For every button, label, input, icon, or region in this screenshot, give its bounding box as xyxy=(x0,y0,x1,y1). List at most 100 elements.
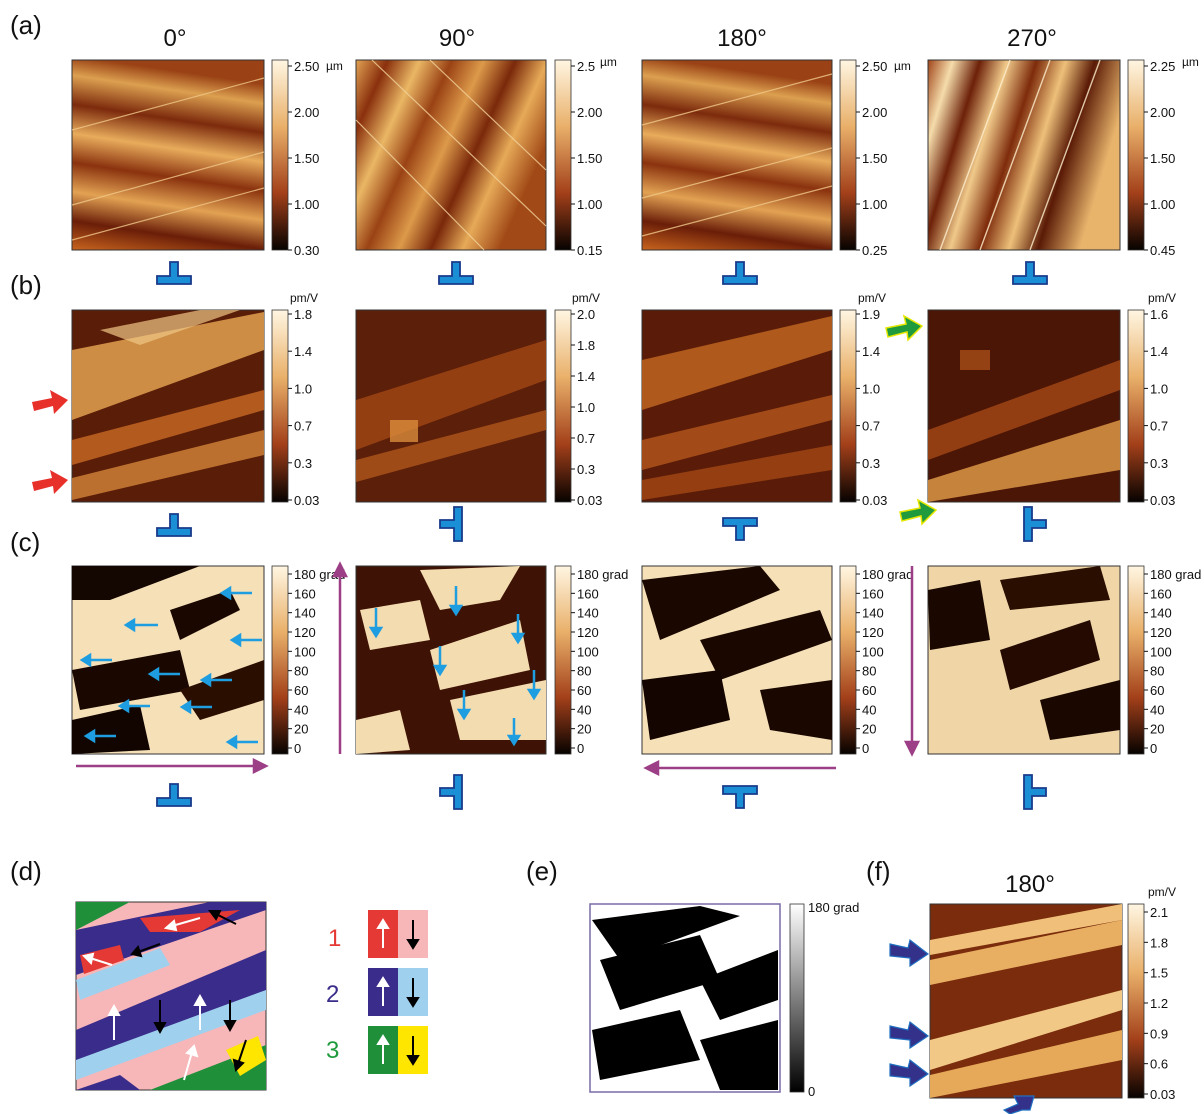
colorbar-a-90-unit: µm xyxy=(600,55,617,69)
f-angle-header: 180° xyxy=(1005,871,1055,898)
colorbar-b-1-tick-label: 0.03 xyxy=(577,493,602,508)
colorbar-a-0-tick-label: 2.50 xyxy=(294,59,319,74)
colorbar-a-2-tick-label: 0.25 xyxy=(862,243,887,258)
colorbar-a-180-unit: µm xyxy=(894,59,911,73)
purple-arrow-up xyxy=(331,561,349,754)
green-arrow-lower xyxy=(899,498,938,526)
colorbar-e-bottom: 0 xyxy=(808,1084,815,1099)
domain-map xyxy=(75,901,267,1091)
colorbar-f-tick-label: 1.5 xyxy=(1150,966,1168,981)
colorbar-a-180 xyxy=(839,59,857,251)
probe-icon-b-180 xyxy=(722,517,758,541)
colorbar-c-0-tick-label: 160 xyxy=(294,586,316,601)
colorbar-c-3-tick-label: 160 xyxy=(1150,586,1172,601)
colorbar-a-ticks: 2.50 2.00 1.50 1.00 0.30 2.5 2.00 1.50 1.00 0.15 2… xyxy=(288,59,1175,258)
amplitude-image-f xyxy=(929,903,1123,1099)
cyan-arrows-90 xyxy=(368,586,542,747)
colorbar-b-270 xyxy=(1127,309,1145,503)
colorbar-c-2-tick-label: 160 xyxy=(862,586,884,601)
colorbar-c-1-tick-label: 80 xyxy=(577,664,591,679)
colorbar-c-1-tick-label: 60 xyxy=(577,683,591,698)
colorbar-b-0-unit: pm/V xyxy=(290,291,318,305)
purple-arrow-down xyxy=(903,566,921,757)
colorbar-a-3-tick-label: 2.00 xyxy=(1150,105,1175,120)
colorbar-c-2-tick-label: 80 xyxy=(862,664,876,679)
colorbar-a-1-tick-label: 2.5 xyxy=(577,59,595,74)
domain-legend: 1 2 3 xyxy=(326,910,428,1074)
colorbar-a-1-tick-label: 0.15 xyxy=(577,243,602,258)
cyan-arrows-0 xyxy=(79,585,262,750)
colorbar-c-3-tick-label: 20 xyxy=(1150,722,1164,737)
colorbar-c-1-tick-label: 20 xyxy=(577,722,591,737)
phase-image-180 xyxy=(641,565,833,755)
colorbar-c-3-tick-label: 140 xyxy=(1150,606,1172,621)
probe-icon-b-0 xyxy=(156,513,192,537)
colorbar-c-1-tick-label: 40 xyxy=(577,702,591,717)
panel-label-a: (a) xyxy=(10,10,42,40)
colorbar-f-tick-label: 0.6 xyxy=(1150,1057,1168,1072)
colorbar-b-0-tick-label: 1.4 xyxy=(294,344,312,359)
colorbar-e-top: 180 grad xyxy=(808,900,859,915)
purple-arrow-left xyxy=(643,759,836,777)
green-arrow-upper xyxy=(885,314,924,342)
red-arrow-lower xyxy=(32,470,68,494)
colorbar-b-3-tick-label: 0.3 xyxy=(1150,456,1168,471)
amplitude-image-270 xyxy=(927,309,1121,503)
angle-header-180: 180° xyxy=(717,25,767,52)
navy-arrow-2 xyxy=(889,1020,930,1050)
probe-icon-b-90 xyxy=(439,506,463,542)
topography-image-180 xyxy=(641,59,833,251)
colorbar-b-0-tick-label: 0.3 xyxy=(294,456,312,471)
colorbar-c-1-tick-label: 120 xyxy=(577,625,599,640)
angle-header-270: 270° xyxy=(1007,25,1057,52)
colorbar-b-2-tick-label: 1.0 xyxy=(862,381,880,396)
colorbar-a-1-tick-label: 1.00 xyxy=(577,197,602,212)
colorbar-a-0-unit: µm xyxy=(326,59,343,73)
colorbar-f-tick-label: 0.9 xyxy=(1150,1026,1168,1041)
colorbar-b-90-unit: pm/V xyxy=(572,291,600,305)
topography-image-270 xyxy=(927,59,1121,251)
colorbar-c-2-tick-label: 60 xyxy=(862,683,876,698)
panel-label-e: (e) xyxy=(526,856,558,886)
colorbar-c-3-tick-label: 0 xyxy=(1150,741,1157,756)
colorbar-b-90 xyxy=(554,309,572,503)
legend-number-1: 1 xyxy=(328,925,341,952)
navy-arrow-3 xyxy=(889,1058,930,1088)
angle-header-0: 0° xyxy=(164,25,187,52)
probe-icon-a-90 xyxy=(438,261,474,285)
colorbar-c-1-tick-label: 100 xyxy=(577,644,599,659)
colorbar-c-2-tick-label: 180 grad xyxy=(862,567,913,582)
colorbar-b-3-tick-label: 0.03 xyxy=(1150,493,1175,508)
purple-arrow-right xyxy=(76,757,269,775)
colorbar-c-2-tick-label: 140 xyxy=(862,606,884,621)
colorbar-c-1-tick-label: 0 xyxy=(577,741,584,756)
colorbar-c-0-tick-label: 40 xyxy=(294,702,308,717)
colorbar-c-2-tick-label: 0 xyxy=(862,741,869,756)
probe-icon-c-180 xyxy=(722,785,758,809)
colorbar-a-3-tick-label: 0.45 xyxy=(1150,243,1175,258)
colorbar-c-2-tick-label: 120 xyxy=(862,625,884,640)
colorbar-c-90 xyxy=(554,565,572,755)
topography-image-90 xyxy=(355,59,547,251)
probe-icon-a-180 xyxy=(722,261,758,285)
probe-icon-c-270 xyxy=(1023,774,1047,810)
colorbar-c-2-tick-label: 20 xyxy=(862,722,876,737)
colorbar-c-0-tick-label: 100 xyxy=(294,644,316,659)
colorbar-a-0-tick-label: 1.00 xyxy=(294,197,319,212)
colorbar-c-0-tick-label: 120 xyxy=(294,625,316,640)
colorbar-b-180-unit: pm/V xyxy=(858,291,886,305)
colorbar-b-0 xyxy=(271,309,289,503)
colorbar-c-3-tick-label: 80 xyxy=(1150,664,1164,679)
colorbar-c-1-tick-label: 140 xyxy=(577,606,599,621)
colorbar-a-0 xyxy=(271,59,289,251)
probe-icon-c-90 xyxy=(439,774,463,810)
amplitude-image-0 xyxy=(71,309,265,503)
colorbar-b-2-tick-label: 0.3 xyxy=(862,456,880,471)
colorbar-b-ticks: 1.8 1.4 1.0 0.7 0.3 0.03 2.0 1.8 1.4 1.0 0.7 0.3 0.0… xyxy=(288,307,1175,508)
colorbar-a-2-tick-label: 1.00 xyxy=(862,197,887,212)
panel-label-d: (d) xyxy=(10,856,42,886)
colorbar-a-0-tick-label: 1.50 xyxy=(294,151,319,166)
amplitude-image-90 xyxy=(355,309,547,503)
colorbar-b-3-tick-label: 1.4 xyxy=(1150,344,1168,359)
